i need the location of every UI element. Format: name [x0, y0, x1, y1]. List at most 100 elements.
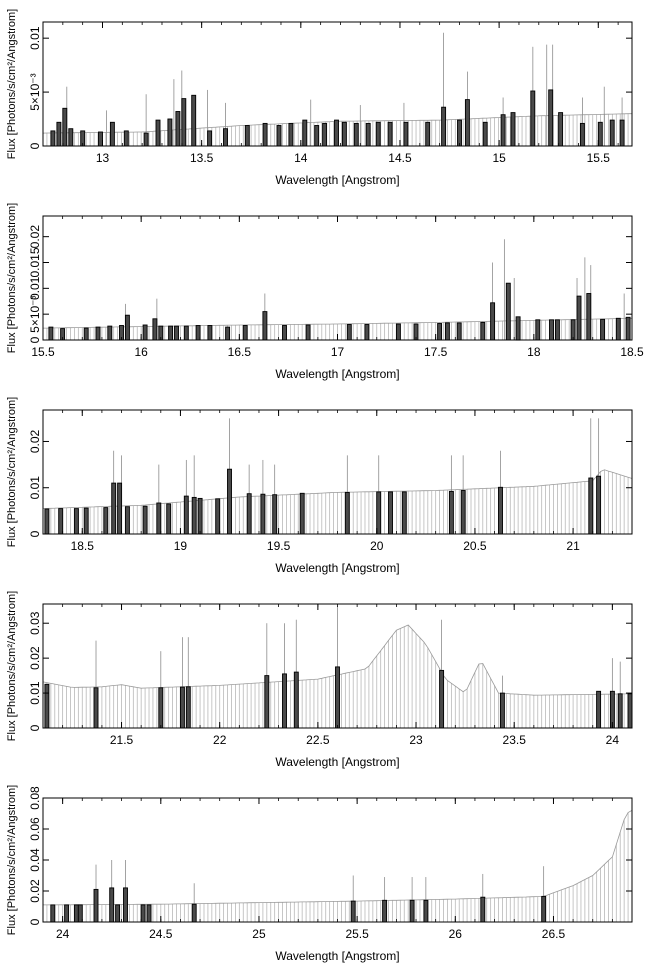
continuum-model	[42, 624, 633, 728]
line-bar	[596, 475, 602, 535]
line-bar	[282, 673, 287, 729]
line-bar	[167, 118, 173, 147]
line-bar	[262, 122, 268, 147]
line-bar	[73, 904, 79, 923]
x-tick-label: 16	[134, 345, 148, 359]
line-bar	[482, 121, 488, 147]
line-bar	[62, 107, 68, 147]
line-bar	[425, 121, 431, 147]
x-tick-label: 25	[252, 927, 266, 941]
line-bar	[111, 482, 117, 535]
y-axis-label: Flux [Photons/s/cm²/Angstrom]	[6, 9, 18, 159]
line-bar	[179, 686, 185, 729]
line-bar	[93, 888, 99, 923]
line-bar	[156, 502, 162, 535]
line-bar	[117, 482, 123, 535]
chart-svg: 13 13.5 14 14.5 15 15.5 Wavelength [Angstrom] 0…	[6, 9, 633, 187]
y-tick-label: 5×10⁻³	[28, 73, 42, 110]
line-bar	[98, 131, 103, 147]
line-bar	[480, 321, 486, 341]
line-bar	[346, 324, 352, 341]
x-tick-label: 26	[449, 927, 463, 941]
x-tick-label: 22.5	[306, 733, 330, 747]
x-tick-label: 17	[331, 345, 345, 359]
line-bar	[588, 477, 594, 535]
x-tick-label: 18	[527, 345, 541, 359]
line-bar	[191, 903, 197, 923]
line-bar	[68, 128, 74, 147]
x-tick-label: 24.5	[149, 927, 173, 941]
y-axis-label: Flux [Photons/s/cm²/Angstrom]	[6, 397, 18, 547]
line-bar	[140, 904, 146, 923]
line-bar	[548, 89, 554, 147]
line-bar	[146, 904, 152, 923]
line-bar	[175, 111, 181, 147]
y-tick-label: 0	[28, 530, 42, 537]
line-bar	[123, 887, 128, 923]
line-bar	[191, 94, 197, 147]
line-bar	[403, 121, 409, 147]
line-bar	[382, 899, 388, 923]
line-bar	[457, 119, 462, 147]
y-tick-label: 0.02	[28, 225, 42, 249]
chart-svg: 24 24.5 25 25.5 26 26.5 Wavelength [Angstrom] 0…	[6, 785, 633, 963]
y-axis-label: Flux [Photons/s/cm²/Angstrom]	[6, 591, 18, 741]
line-bar	[107, 325, 113, 341]
line-bar	[365, 122, 371, 147]
y-axis: 0 0.02 0.04 0.06 0.08	[28, 786, 632, 925]
line-bar	[185, 686, 191, 729]
line-bar	[225, 326, 231, 341]
line-bar	[83, 507, 89, 535]
x-tick-label: 25.5	[345, 927, 369, 941]
line-bar	[437, 323, 443, 341]
line-bar	[387, 121, 393, 147]
chart-svg: 18.5 19 19.5 20 20.5 21 Wavelength [Angstrom] 0…	[6, 397, 633, 575]
continuum-model	[42, 469, 633, 534]
x-axis-label: Wavelength [Angstrom]	[275, 367, 399, 381]
line-bar	[335, 666, 340, 729]
line-bar	[50, 130, 56, 147]
line-bar	[191, 496, 197, 535]
line-bar	[558, 112, 564, 147]
line-bar	[579, 122, 585, 147]
line-bar	[181, 98, 187, 147]
spectrum-panel-4: 21.5 22 22.5 23 23.5 24 Wavelength [Angstrom] 0…	[0, 582, 653, 776]
line-bar	[353, 122, 359, 147]
x-tick-label: 24	[56, 927, 70, 941]
spectrum-panel-3: 18.5 19 19.5 20 20.5 21 Wavelength [Angstrom] 0…	[0, 388, 653, 582]
y-tick-label: 0.01	[28, 276, 42, 300]
x-axis-label: Wavelength [Angstrom]	[275, 561, 399, 575]
line-bar	[388, 491, 393, 535]
line-bar	[50, 904, 56, 923]
line-bar	[152, 318, 158, 341]
x-tick-label: 21.5	[110, 733, 134, 747]
line-bar	[541, 895, 547, 923]
line-bar	[395, 323, 401, 341]
line-bar	[293, 671, 299, 729]
spectrum-panel-5: 24 24.5 25 25.5 26 26.5 Wavelength [Angstrom] 0…	[0, 776, 653, 970]
line-bar	[535, 319, 541, 341]
line-bars	[48, 282, 631, 341]
line-bar	[498, 486, 503, 535]
line-bar	[554, 319, 560, 341]
x-tick-label: 19.5	[267, 539, 291, 553]
line-bar	[44, 508, 50, 535]
x-tick-label: 16.5	[228, 345, 252, 359]
y-axis: 0 0.01 0.02	[28, 429, 632, 537]
line-bar	[207, 130, 213, 147]
line-bar	[460, 490, 466, 535]
line-bar	[64, 904, 70, 923]
x-tick-label: 13.5	[190, 151, 214, 165]
y-axis: 0 0.01 0.02 0.03	[28, 611, 632, 731]
x-tick-label: 15.5	[587, 151, 611, 165]
x-tick-label: 26.5	[542, 927, 566, 941]
line-bar	[223, 128, 228, 147]
line-bar	[341, 121, 347, 147]
x-axis-label: Wavelength [Angstrom]	[275, 755, 399, 769]
continuum-curve	[42, 469, 633, 509]
y-tick-label: 0.04	[28, 848, 42, 872]
line-bars	[44, 468, 602, 535]
y-tick-label: 0	[28, 142, 42, 149]
line-bar	[183, 325, 189, 341]
